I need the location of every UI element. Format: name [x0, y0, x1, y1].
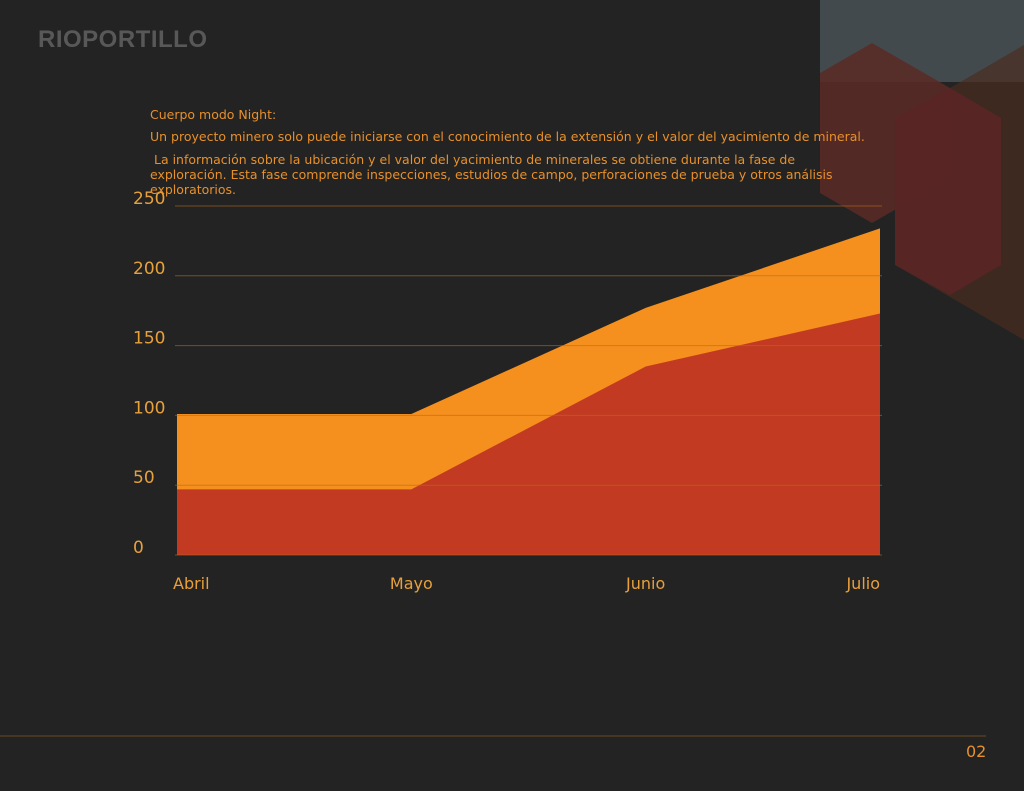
y-tick-label: 0: [133, 538, 144, 558]
y-tick-label: 50: [133, 468, 155, 488]
x-tick-label: Julio: [845, 574, 880, 593]
y-tick-label: 200: [133, 259, 165, 279]
brand: RIOPORTILLO: [38, 26, 208, 53]
x-tick-label: Mayo: [390, 574, 433, 593]
page-number: 02: [966, 742, 987, 761]
body-text: La información sobre la ubicación y el v…: [150, 152, 837, 197]
x-tick-label: Abril: [173, 574, 210, 593]
y-tick-label: 150: [133, 329, 165, 349]
x-tick-label: Junio: [625, 574, 665, 593]
body-text: Un proyecto minero solo puede iniciarse …: [150, 129, 865, 144]
decor-hexagon: [895, 88, 1001, 295]
area: [177, 313, 880, 555]
y-tick-label: 250: [133, 189, 165, 209]
body-text: Cuerpo modo Night:: [150, 107, 277, 122]
y-tick-label: 100: [133, 398, 165, 418]
